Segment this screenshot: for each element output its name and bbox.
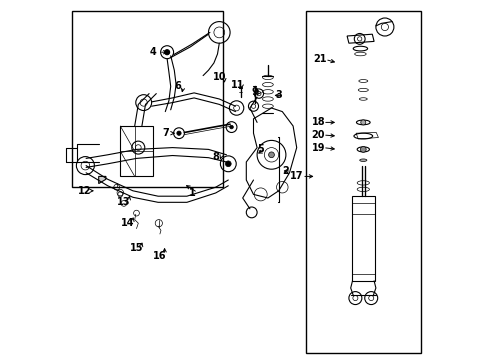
Text: 4: 4: [149, 47, 156, 57]
Text: 9: 9: [251, 87, 258, 97]
Text: 18: 18: [311, 117, 325, 127]
Text: 15: 15: [129, 243, 143, 253]
Text: 2: 2: [282, 166, 289, 176]
Text: 10: 10: [212, 72, 225, 82]
Text: 5: 5: [257, 144, 264, 154]
Text: 21: 21: [313, 54, 326, 64]
Bar: [72, 11, 223, 187]
Circle shape: [164, 50, 169, 55]
Polygon shape: [99, 176, 106, 184]
Text: 19: 19: [311, 143, 325, 153]
Text: 14: 14: [121, 218, 134, 228]
Ellipse shape: [359, 159, 366, 161]
Text: 1: 1: [188, 188, 195, 198]
Circle shape: [229, 125, 233, 129]
Text: 7: 7: [162, 128, 168, 138]
Text: 11: 11: [230, 80, 244, 90]
Text: 16: 16: [153, 251, 166, 261]
Text: 8: 8: [212, 152, 219, 162]
Text: 6: 6: [174, 81, 181, 91]
Circle shape: [268, 152, 274, 158]
Text: 3: 3: [275, 90, 282, 100]
Text: 20: 20: [311, 130, 325, 140]
Text: 17: 17: [289, 171, 303, 181]
Circle shape: [177, 131, 181, 135]
Circle shape: [360, 120, 365, 125]
Bar: [305, 11, 420, 353]
Circle shape: [360, 147, 366, 152]
Text: 12: 12: [78, 186, 91, 196]
Text: 13: 13: [117, 197, 130, 207]
Circle shape: [225, 161, 231, 167]
